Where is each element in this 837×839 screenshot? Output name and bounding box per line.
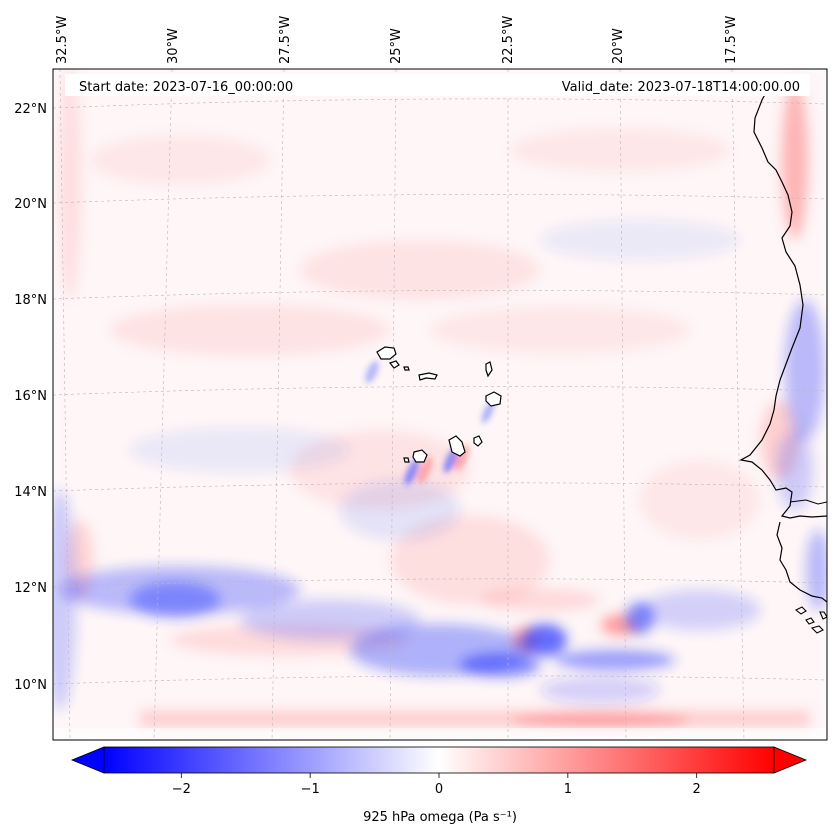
lon-label: 25°W xyxy=(389,28,404,64)
lat-label: 22°N xyxy=(14,102,47,117)
map-gridlines xyxy=(53,69,827,740)
lat-label: 12°N xyxy=(14,581,47,596)
gridline-lat-20 xyxy=(53,194,827,204)
gridline-lat-14 xyxy=(53,482,827,492)
island-santiago xyxy=(448,435,466,457)
lon-label: 17.5°W xyxy=(724,16,739,64)
omega-negative-field xyxy=(53,220,827,710)
gridline-lon-32.5 xyxy=(59,69,71,740)
island-santo-antao xyxy=(376,346,397,360)
longitude-labels: 32.5°W 30°W 27.5°W 25°W 22.5°W 20°W 17.5… xyxy=(55,16,739,64)
map-panel: Start date: 2023-07-16_00:00:00 Valid_da… xyxy=(53,69,827,740)
island-sao-vicente xyxy=(388,360,400,369)
gridline-lon-25 xyxy=(389,69,397,740)
colorbar-body xyxy=(103,746,775,774)
gambia-river xyxy=(789,499,827,505)
omega-positive-field xyxy=(53,69,827,740)
gridline-lat-10 xyxy=(53,675,827,685)
colorbar-extend-min xyxy=(70,746,105,774)
gridline-lat-12 xyxy=(53,578,827,588)
lat-label: 18°N xyxy=(14,293,47,308)
valid-date-label: Valid_date: 2023-07-18T14:00:00.00 xyxy=(562,80,800,95)
cape-verde-islands xyxy=(376,346,502,463)
lat-label: 20°N xyxy=(14,197,47,212)
island-brava xyxy=(403,457,410,463)
island-fogo xyxy=(412,449,428,463)
colorbar-extend-max xyxy=(773,746,808,774)
colorbar-tick-label: −1 xyxy=(301,782,320,797)
header-strip xyxy=(65,74,810,96)
island-boa-vista xyxy=(485,391,502,407)
gridline-lat-16 xyxy=(53,386,827,396)
lat-label: 10°N xyxy=(14,678,47,693)
gridline-lat-22 xyxy=(53,98,827,109)
lon-label: 32.5°W xyxy=(55,16,70,64)
gridline-lon-27.5 xyxy=(271,69,285,740)
island-wake-streaks xyxy=(365,360,495,485)
map-frame xyxy=(52,68,828,741)
island-sal xyxy=(485,361,493,378)
lat-label: 14°N xyxy=(14,485,47,500)
colorbar-tick-label: 1 xyxy=(564,782,572,797)
colorbar-tick-label: 0 xyxy=(435,782,443,797)
gridline-lon-30 xyxy=(153,69,173,740)
guinea-coastline xyxy=(776,521,827,603)
lon-label: 20°W xyxy=(611,28,626,64)
gridline-lat-18 xyxy=(53,290,827,300)
lon-label: 22.5°W xyxy=(501,16,516,64)
colorbar-label: 925 hPa omega (Pa s⁻¹) xyxy=(363,810,517,825)
colorbar-tick-label: 2 xyxy=(693,782,701,797)
colorbar: −2 −1 0 1 2 925 hPa omega (Pa s⁻¹) xyxy=(70,746,808,825)
lon-label: 30°W xyxy=(166,28,181,64)
bijagos-islands xyxy=(794,606,827,634)
start-date-label: Start date: 2023-07-16_00:00:00 xyxy=(79,80,293,95)
lon-label: 27.5°W xyxy=(278,16,293,64)
island-santa-luzia xyxy=(403,366,410,371)
gridline-lon-17.5 xyxy=(731,69,745,740)
africa-coastline xyxy=(739,84,827,519)
lat-label: 16°N xyxy=(14,389,47,404)
colorbar-tick-label: −2 xyxy=(172,782,191,797)
gridline-lon-20 xyxy=(619,69,627,740)
colorbar-ticks: −2 −1 0 1 2 xyxy=(172,773,701,797)
island-maio xyxy=(473,435,483,447)
island-sao-nicolau xyxy=(418,372,438,381)
latitude-labels: 22°N 20°N 18°N 16°N 14°N 12°N 10°N xyxy=(14,102,47,693)
